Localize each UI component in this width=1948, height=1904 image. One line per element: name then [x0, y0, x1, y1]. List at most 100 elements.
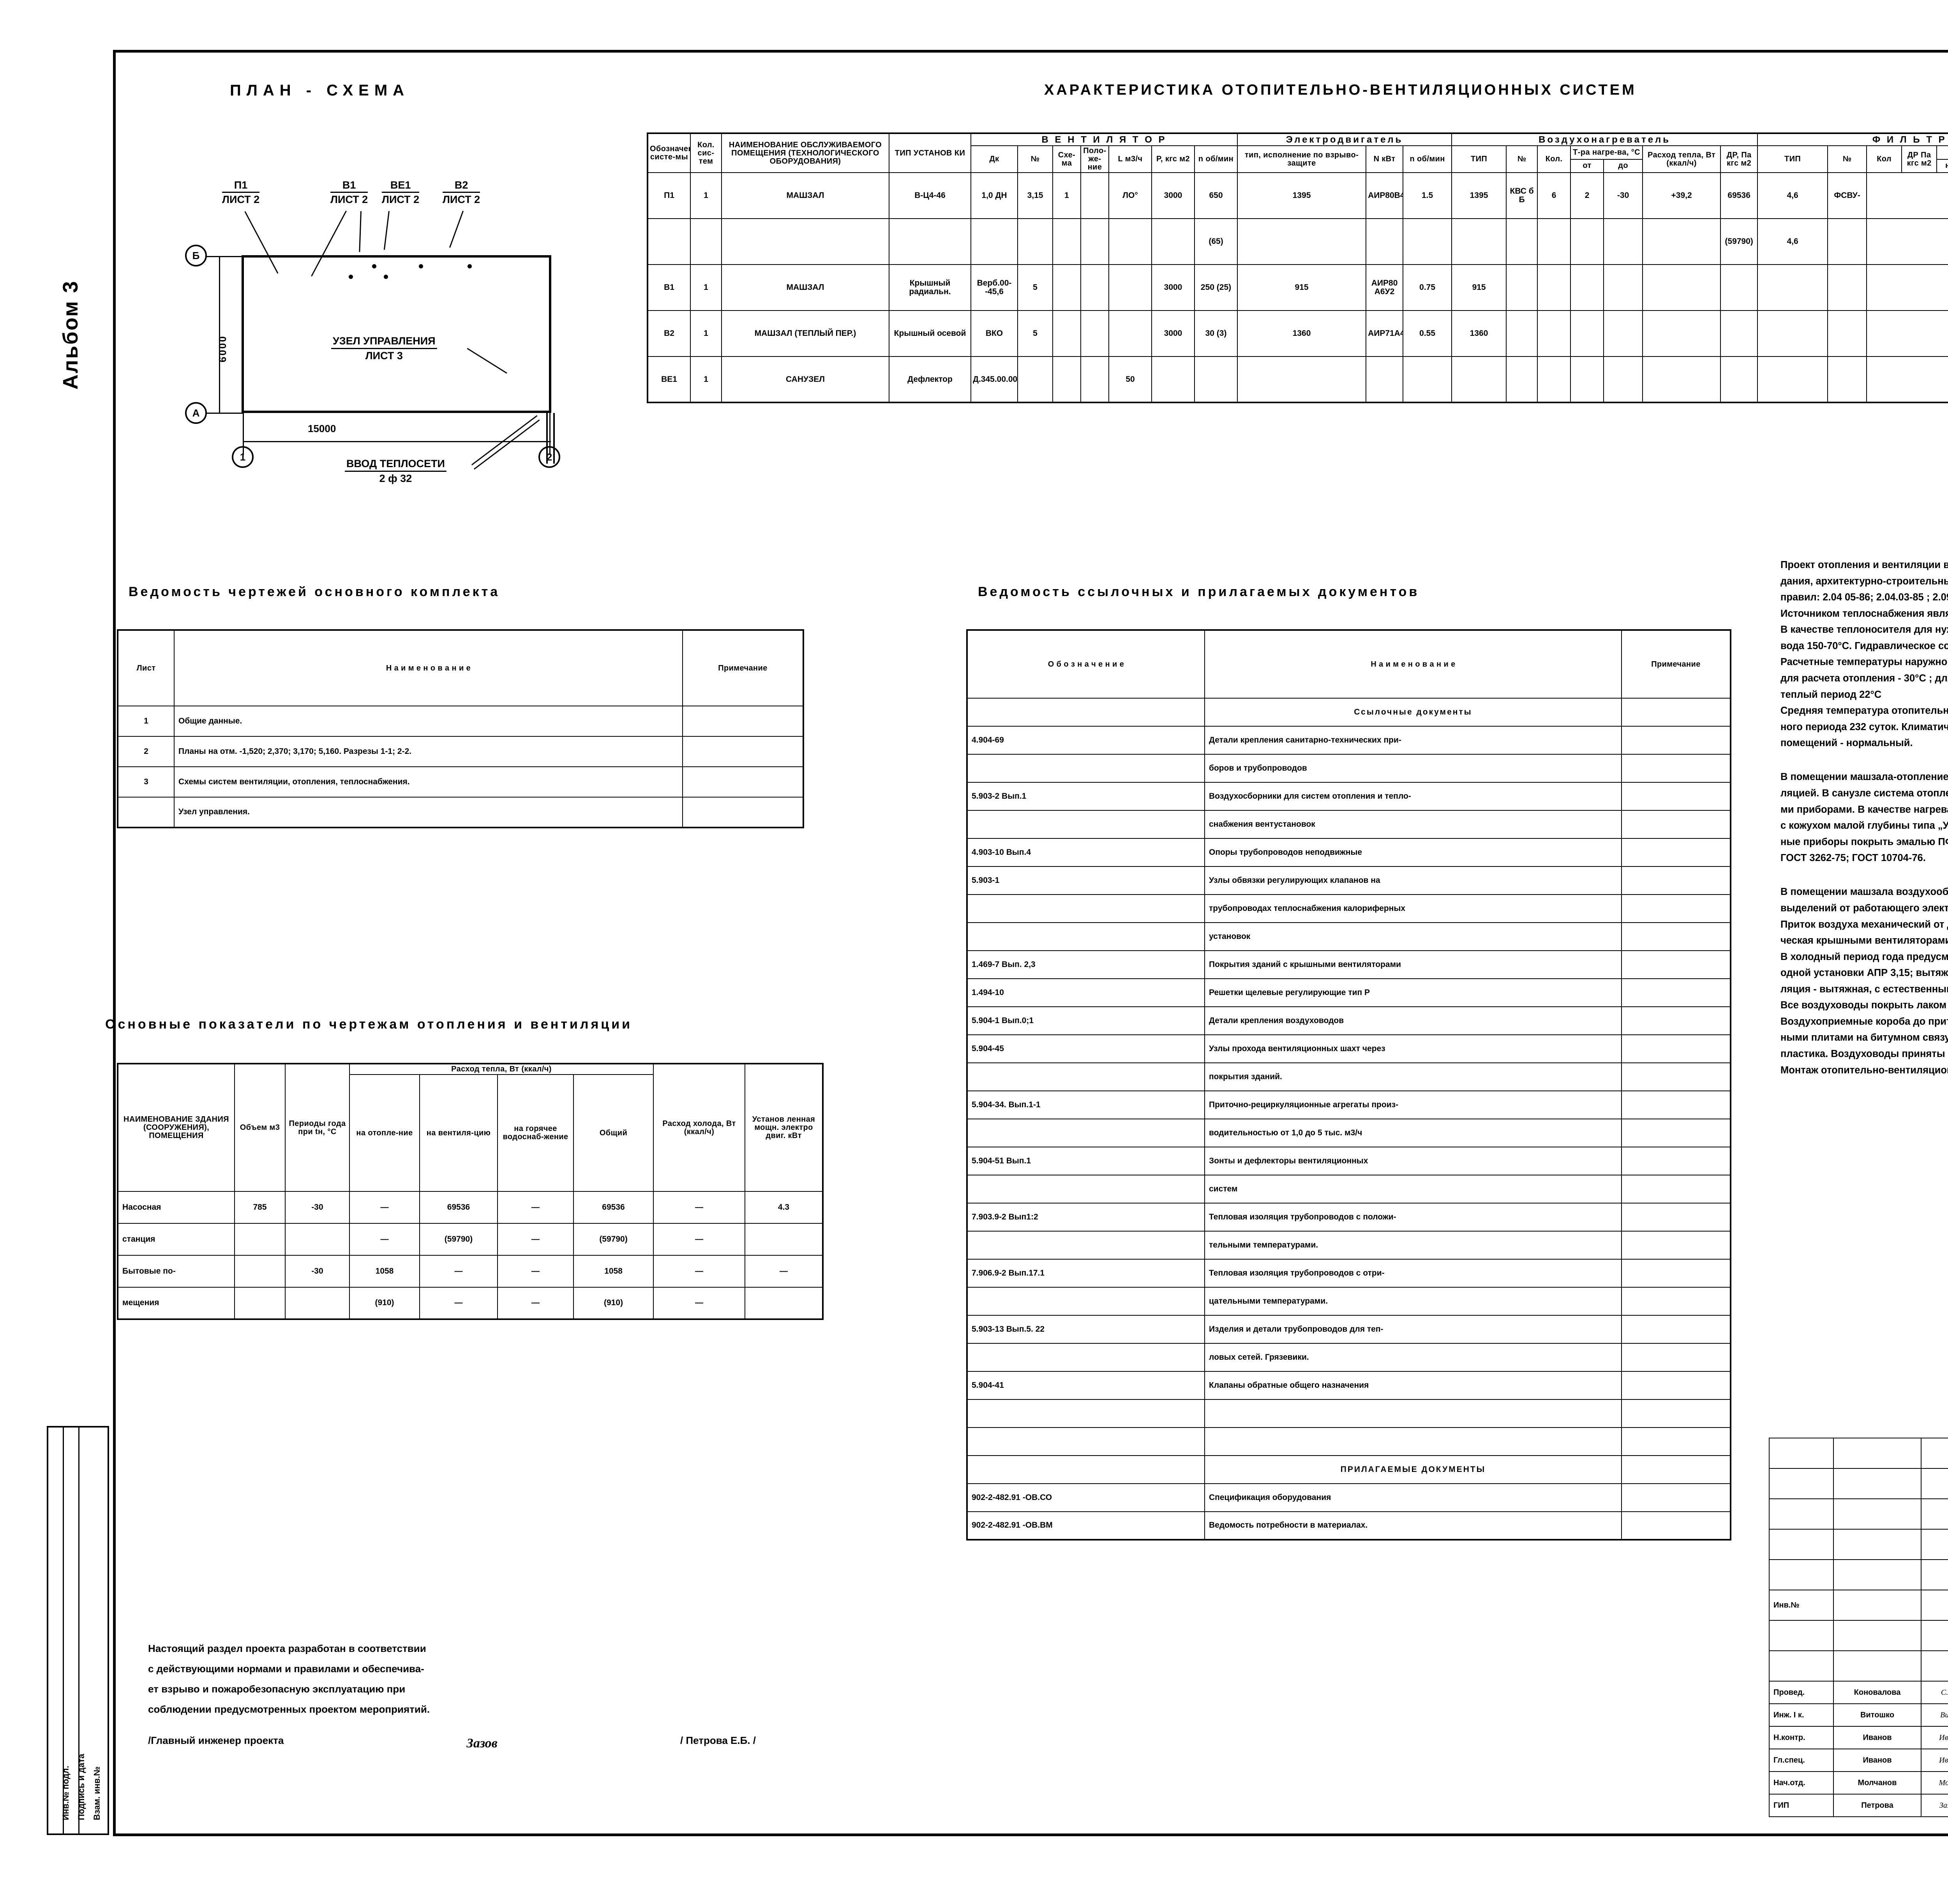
cell-ind-heating: —: [349, 1223, 420, 1256]
col-heater-no: №: [1506, 145, 1538, 173]
cell-ind-heating: 1058: [349, 1255, 420, 1288]
cell-room: МАШЗАЛ (ТЕПЛЫЙ ПЕР.): [721, 310, 889, 357]
drawings-list-row: 3 Схемы систем вентиляции, отопления, теп…: [117, 766, 804, 798]
cell-fan_no: [1017, 218, 1053, 265]
cell-ind-heating: —: [349, 1191, 420, 1224]
vent-line-8: Воздухоприемные короба до приточных уста…: [1780, 1016, 1948, 1027]
vent-line-0: В помещении машзала воздухообмен определ…: [1780, 886, 1948, 898]
systems-table-row: (65)(59790)4,6+ РАБ, + РЕЗ: [647, 218, 1948, 265]
vent-line-2: Приток воздуха механический от двух уста…: [1780, 919, 1948, 930]
plan-schema-title: ПЛАН - СХЕМА: [230, 82, 410, 99]
cell-doc-name: Приточно-рециркуляционные агрегаты произ…: [1204, 1091, 1622, 1119]
stamp-blank-10: [1833, 1498, 1922, 1530]
cell-fan_n2: [1237, 356, 1367, 403]
cell-drawing-name: Общие данные.: [174, 706, 683, 737]
cell-doc-code: 5.904-45: [967, 1034, 1205, 1063]
col-sys-count: Кол. сис-тем: [690, 132, 722, 173]
stamp-blank-9: [1769, 1498, 1834, 1530]
documents-row: [967, 1399, 1731, 1428]
documents-row: 4.904-69 Детали крепления санитарно-техни…: [967, 726, 1731, 755]
cell-doc-name: Опоры трубопроводов неподвижные: [1204, 838, 1622, 867]
vent-line-9: ными плитами на битумном связующем с пок…: [1780, 1032, 1948, 1043]
system-mark-ve1: ВЕ1 ЛИСТ 2: [382, 179, 420, 205]
cell-doc-name: покрытия зданий.: [1204, 1062, 1622, 1091]
documents-row: 5.904-51 Вып.1 Зонты и дефлекторы вентиля…: [967, 1147, 1731, 1175]
cell-ind-vent: —: [419, 1255, 498, 1288]
documents-row: цательными температурами.: [967, 1287, 1731, 1316]
cell-heater_t_from: [1603, 310, 1643, 357]
cell-doc-note: [1621, 922, 1731, 951]
cell-doc-name: Тепловая изоляция трубопроводов с отри-: [1204, 1259, 1622, 1288]
systems-table-title: ХАРАКТЕРИСТИКА ОТОПИТЕЛЬНО-ВЕНТИЛЯЦИОННЫ…: [1044, 82, 1637, 98]
cell-doc-code: [967, 894, 1205, 923]
cell-ind-vent: 69536: [419, 1191, 498, 1224]
stamp-blank-11: [1921, 1498, 1948, 1530]
group-motor: Электродвигатель: [1237, 132, 1452, 146]
cell-doc-note: [1621, 1034, 1731, 1063]
cell-fan_L: [1108, 310, 1152, 357]
stamp-role-4: Нач.отд.: [1769, 1771, 1834, 1795]
documents-row: 5.903-2 Вып.1 Воздухосборники для систем …: [967, 782, 1731, 811]
cell-motor_N: [1403, 356, 1452, 403]
systems-table-row: П1 1 МАШЗАЛ В-Ц4-46 1,0 ДН 3,15 1 ЛО° 3000 650 139…: [647, 172, 1948, 219]
cell-motor_n: [1451, 356, 1507, 403]
statement-line-1: Настоящий раздел проекта разработан в со…: [148, 1643, 426, 1654]
stamp-blank-28: [1769, 1650, 1834, 1682]
documents-row: 5.904-41 Клапаны обратные общего назначен…: [967, 1371, 1731, 1400]
cell-fan_scheme: 1: [1052, 172, 1081, 219]
group-heater: Воздухонагреватель: [1451, 132, 1758, 146]
cell-doc-code: 7.906.9-2 Вып.17.1: [967, 1259, 1205, 1288]
cell-doc-name: Покрытия зданий с крышными вентиляторами: [1204, 950, 1622, 979]
cell-ind-total: (59790): [573, 1223, 654, 1256]
col-drawing-note: Примечание: [682, 630, 804, 706]
cell-fan_scheme: [1052, 356, 1081, 403]
cell-doc-code: 5.903-1: [967, 866, 1205, 895]
documents-row: 5.904-34. Вып.1-1 Приточно-рециркуляционн…: [967, 1091, 1731, 1119]
cell-ind-name: Бытовые по-: [117, 1255, 235, 1288]
systems-table-row: В2 1 МАШЗАЛ (ТЕПЛЫЙ ПЕР.) Крышный осевой ВКО…: [647, 310, 1948, 357]
stamp-blank-19: [1921, 1559, 1948, 1590]
documents-row: снабжения вентустановок: [967, 810, 1731, 839]
cell-heater_Q: [1720, 310, 1758, 357]
cell-doc-code: [967, 1062, 1205, 1091]
documents-row: водительностью от 1,0 до 5 тыс. м3/ч: [967, 1119, 1731, 1147]
stamp-name-0: Коновалова: [1833, 1681, 1922, 1704]
cell-heater_no: 6: [1537, 172, 1571, 219]
cell-doc-name: [1204, 1427, 1622, 1456]
cell-ind-period: -30: [285, 1191, 350, 1224]
cell-heater_t_from: [1603, 356, 1643, 403]
documents-row: трубопроводах теплоснабжения калориферны…: [967, 894, 1731, 923]
vent-line-11: Монтаж отопительно-вентиляционного обору…: [1780, 1064, 1948, 1076]
cell-doc-name: Ссылочные документы: [1204, 698, 1622, 727]
cell-doc-code: [967, 1399, 1205, 1428]
stamp-blank-21: [1833, 1590, 1922, 1621]
heating-line-2: ми приборами. В качестве нагревательных …: [1780, 804, 1948, 815]
axis-line-1: [243, 412, 244, 455]
stamp-role-3: Гл.спец.: [1769, 1749, 1834, 1772]
cell-motor_N: [1403, 218, 1452, 265]
cell-heater_Q: 69536: [1720, 172, 1758, 219]
cell-heater_dp: [1757, 264, 1828, 311]
cell-heater_t_to: [1642, 310, 1721, 357]
cell-drawing-sheet: [117, 797, 175, 828]
col-motor-type: тип, исполнение по взрыво-защите: [1237, 145, 1367, 173]
heating-line-0: В помещении машзала-отопление воздушное …: [1780, 771, 1948, 783]
col-doc-note: Примечание: [1621, 630, 1731, 699]
cell-doc-note: [1621, 838, 1731, 867]
indicators-row: Бытовые по- -30 1058— —1058— —: [117, 1255, 824, 1288]
cell-doc-code: [967, 754, 1205, 783]
indicators-row: Насосная 785 -30—69536—69536—4.3: [117, 1191, 824, 1224]
cell-doc-note: [1621, 1315, 1731, 1344]
cell-fan_dk: 1,0 ДН: [970, 172, 1018, 219]
cell-doc-name: Ведомость потребности в материалах.: [1204, 1511, 1622, 1540]
documents-section-row: Ссылочные документы: [967, 698, 1731, 727]
cell-ind-heating: (910): [349, 1287, 420, 1320]
cell-doc-code: [967, 698, 1205, 727]
col-filter-type: ТИП: [1757, 145, 1828, 173]
col-filter-no: №: [1827, 145, 1867, 173]
documents-row: 1.494-10 Решетки щелевые регулирующие тип…: [967, 978, 1731, 1007]
vent-line-4: В холодный период года предусмотрен 3х к…: [1780, 951, 1948, 962]
cell-doc-name: Тепловая изоляция трубопроводов с положи…: [1204, 1203, 1622, 1232]
cell-doc-code: 902-2-482.91 -ОВ.СО: [967, 1483, 1205, 1512]
